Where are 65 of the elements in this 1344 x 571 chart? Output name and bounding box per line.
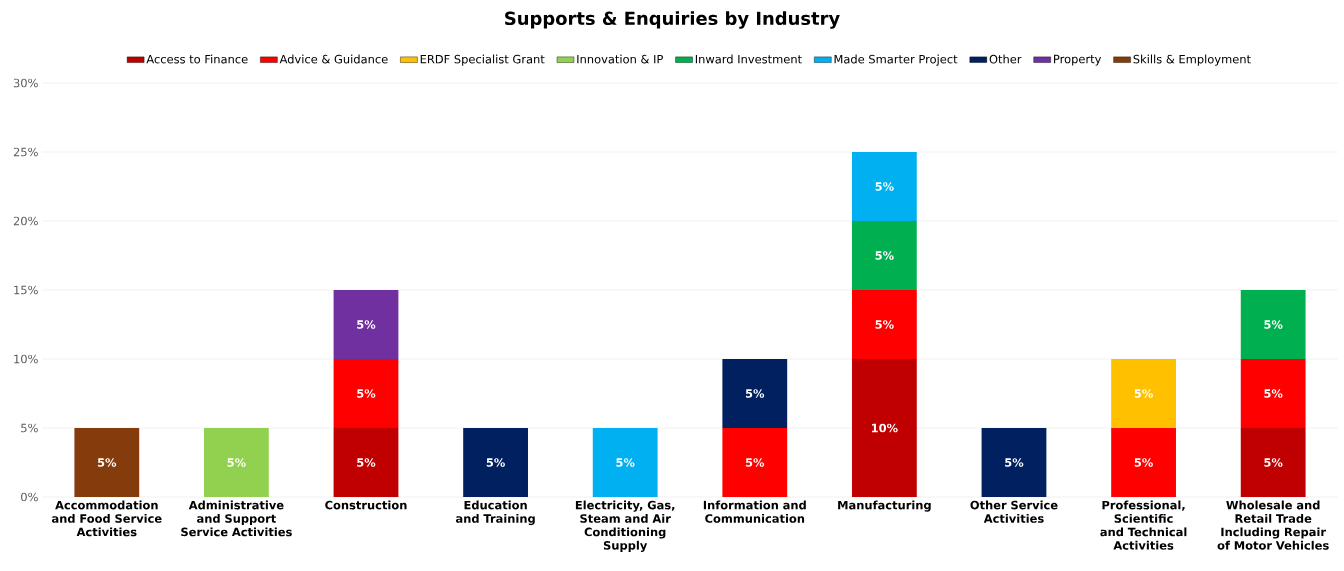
bar [851,359,917,497]
legend-label: Skills & Employment [1133,54,1251,66]
legend-label: Made Smarter Project [834,54,958,66]
data-label: 5% [745,458,765,467]
data-label: 5% [1264,320,1283,329]
y-tick-label: 5% [21,423,38,433]
bar [333,428,399,497]
legend-label: Inward Investment [695,54,802,64]
bar [1240,428,1306,497]
x-tick-label: Information and Communication [703,500,806,523]
x-tick-label: Education and Training [455,500,535,526]
data-label: 5% [1264,458,1283,467]
bar [333,290,399,359]
x-tick-label: Accommodation and Food Service Activities [51,500,162,537]
data-label: 5% [1005,458,1024,467]
legend-label: Other [989,54,1022,64]
y-tick-label: 15% [14,285,38,295]
y-tick-label: 0% [21,492,38,502]
data-label: 5% [97,458,117,467]
bar [722,359,788,428]
legend-label: ERDF Specialist Grant [420,54,545,66]
bar [463,428,528,497]
legend-label: Property [1054,54,1102,66]
legend-label: Innovation & IP [577,54,663,64]
data-label: 5% [875,320,894,329]
data-label: 5% [616,458,635,467]
bar [74,428,140,497]
data-label: 5% [745,389,765,398]
x-tick-label: Construction [325,500,407,510]
y-tick-label: 25% [13,147,38,157]
y-tick-label: 30% [13,78,38,88]
legend-label: Advice & Guidance [279,54,388,64]
data-label: 5% [1134,389,1153,398]
bar [1240,359,1306,428]
bar [851,152,917,221]
bar [1111,359,1176,428]
data-label: 5% [1134,458,1153,467]
data-label: 10% [871,423,898,433]
legend-label: Access to Finance [146,54,248,64]
x-tick-label: Administrative and Support Service Activities [181,500,292,537]
y-tick-label: 10% [14,354,38,364]
bar [204,428,269,497]
x-tick-label: Professional, Scientific and Technical Activities [1100,500,1187,550]
bar [851,290,917,359]
bar [722,428,788,497]
x-tick-label: Other Service Activities [970,500,1058,523]
data-label: 5% [357,320,376,329]
bar [981,428,1047,497]
bar [1240,290,1306,359]
data-label: 5% [875,182,894,191]
x-tick-label: Electricity, Gas, Steam and Air Conditioning Supply [575,500,675,553]
bar [592,428,658,497]
data-label: 5% [357,458,376,467]
x-tick-label: Wholesale and Retail Trade Including Repair of Motor Vehicles [1217,500,1329,550]
data-label: 5% [875,251,894,260]
data-label: 5% [357,389,376,398]
data-label: 5% [486,458,505,467]
x-tick-label: Manufacturing [838,500,931,512]
y-tick-label: 20% [13,216,38,226]
bar [1111,428,1176,497]
bar [333,359,399,428]
chart-title: Supports & Enquiries by Industry [505,11,840,29]
data-label: 5% [227,458,246,467]
bar [851,221,917,290]
data-label: 5% [1264,389,1283,398]
